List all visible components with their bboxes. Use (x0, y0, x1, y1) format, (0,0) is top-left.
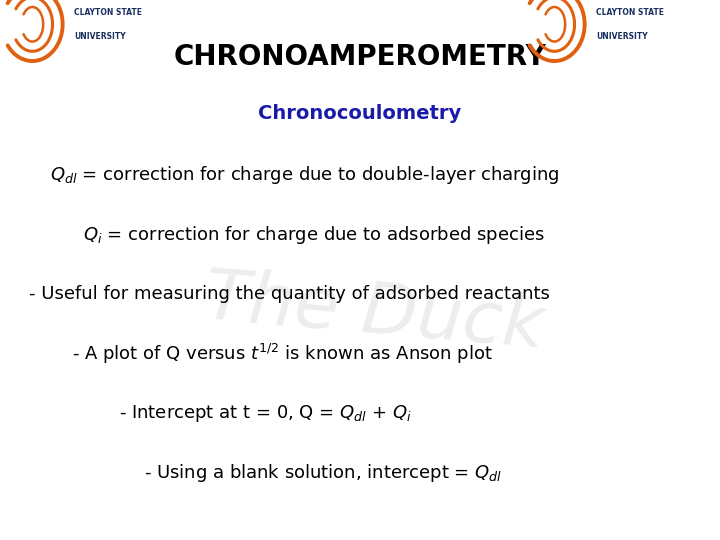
Text: CHRONOAMPEROMETRY: CHRONOAMPEROMETRY (174, 43, 546, 71)
Text: UNIVERSITY: UNIVERSITY (596, 32, 648, 40)
Text: UNIVERSITY: UNIVERSITY (74, 32, 126, 40)
Text: - Intercept at t = 0, Q = $Q_{dl}$ + $Q_i$: - Intercept at t = 0, Q = $Q_{dl}$ + $Q_… (119, 403, 412, 423)
Text: CLAYTON STATE: CLAYTON STATE (596, 8, 664, 17)
Text: - A plot of Q versus $t^{1/2}$ is known as Anson plot: - A plot of Q versus $t^{1/2}$ is known … (72, 342, 493, 366)
Text: Chronocoulometry: Chronocoulometry (258, 104, 462, 123)
Text: CLAYTON STATE: CLAYTON STATE (74, 8, 142, 17)
Text: $Q_{dl}$ = correction for charge due to double-layer charging: $Q_{dl}$ = correction for charge due to … (50, 165, 560, 186)
Text: - Useful for measuring the quantity of adsorbed reactants: - Useful for measuring the quantity of a… (29, 285, 549, 303)
Text: The Duck: The Duck (202, 264, 547, 362)
Text: - Using a blank solution, intercept = $Q_{dl}$: - Using a blank solution, intercept = $Q… (144, 462, 503, 483)
Text: $Q_i$ = correction for charge due to adsorbed species: $Q_i$ = correction for charge due to ads… (83, 224, 544, 246)
